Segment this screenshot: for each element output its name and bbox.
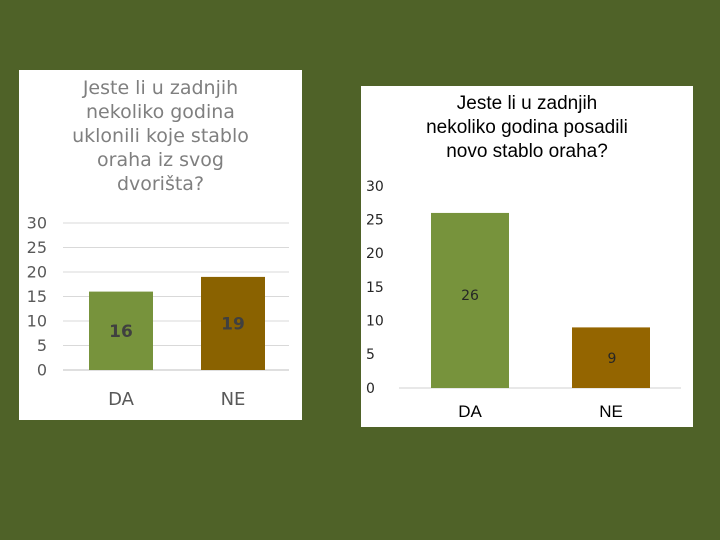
chart-title: Jeste li u zadnjih nekoliko godina uklon… <box>72 77 249 195</box>
y-tick-label: 0 <box>37 361 47 380</box>
chart-panel-planted-trees: Jeste li u zadnjih nekoliko godina posad… <box>361 86 693 427</box>
data-label: 16 <box>109 322 133 342</box>
data-label: 19 <box>221 314 245 334</box>
y-tick-label: 5 <box>37 336 47 355</box>
bar-ne <box>572 327 650 388</box>
y-tick-label: 15 <box>366 280 384 296</box>
data-label: 9 <box>608 351 617 367</box>
bar-ne <box>201 276 265 370</box>
bar-da <box>431 212 509 388</box>
x-category-label: NE <box>221 389 246 410</box>
bar-chart-planted-trees: 0 5 10 15 20 25 30 26 DA 9 NE <box>366 179 681 421</box>
y-tick-label: 10 <box>366 314 384 330</box>
y-tick-label: 25 <box>27 238 47 257</box>
chart-panel-removed-trees: Jeste li u zadnjih nekoliko godina uklon… <box>19 70 302 420</box>
y-tick-label: 0 <box>366 381 375 397</box>
bar-da <box>89 291 153 370</box>
x-category-label: DA <box>458 402 482 421</box>
x-category-label: DA <box>108 389 135 410</box>
y-tick-label: 30 <box>27 214 47 233</box>
y-tick-label: 20 <box>366 246 384 262</box>
y-tick-label: 30 <box>366 179 384 195</box>
x-category-label: NE <box>599 402 623 421</box>
chart-title: Jeste li u zadnjih nekoliko godina posad… <box>426 93 628 162</box>
y-tick-label: 5 <box>366 347 375 363</box>
y-tick-label: 25 <box>366 213 384 229</box>
bar-chart-removed-trees: 0 5 10 15 20 25 30 16 DA 19 NE <box>27 214 289 410</box>
y-tick-label: 15 <box>27 287 47 306</box>
y-tick-label: 20 <box>27 263 47 282</box>
data-label: 26 <box>461 288 479 304</box>
y-tick-label: 10 <box>27 312 47 331</box>
